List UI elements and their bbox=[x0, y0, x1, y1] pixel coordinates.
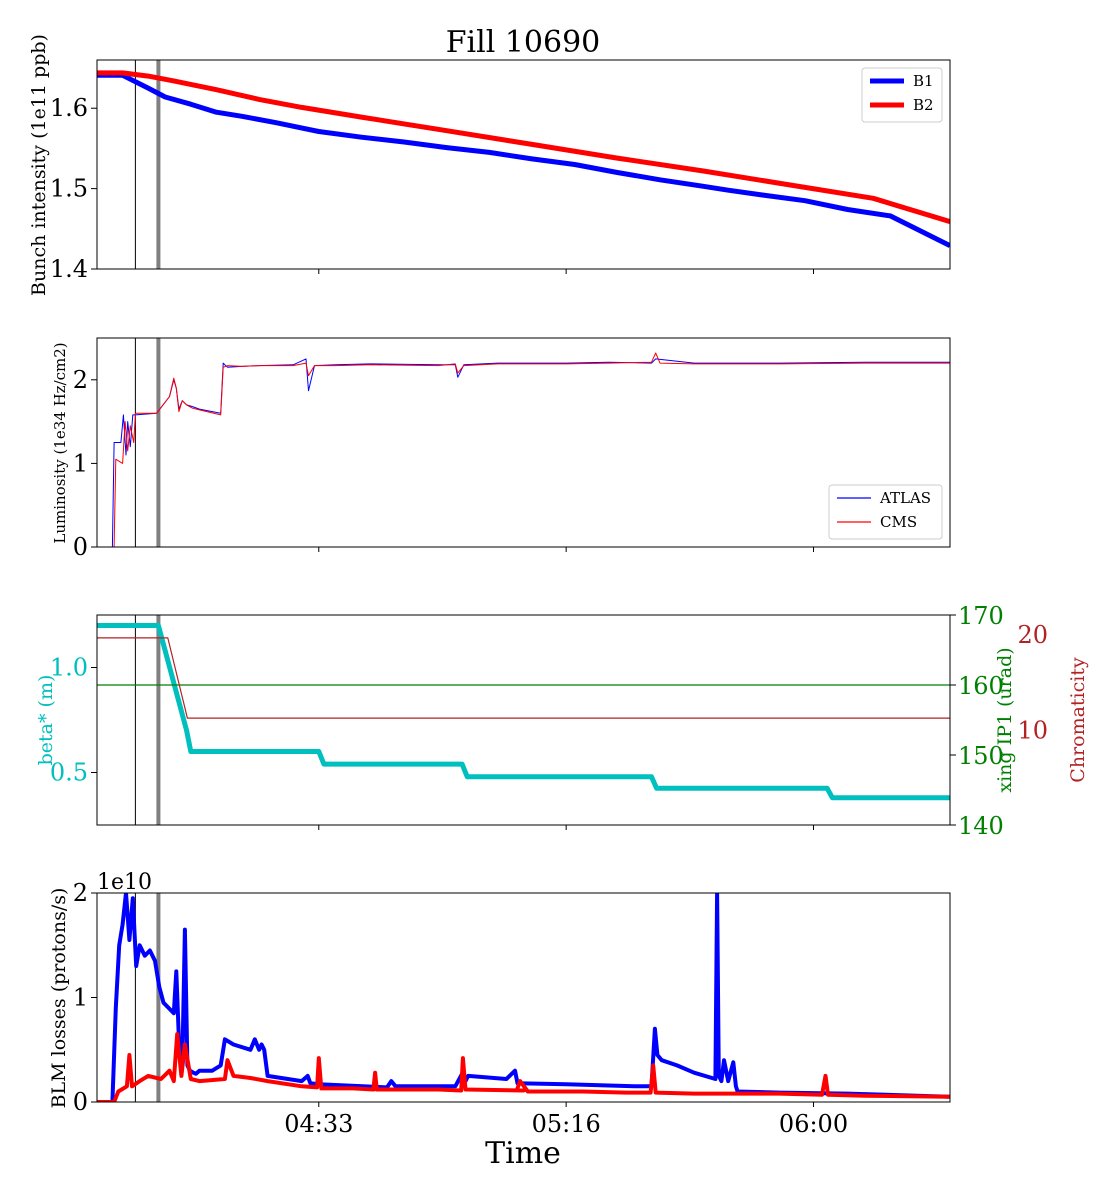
axes-frame-luminosity bbox=[96, 337, 951, 548]
ylabel-xing-ip1: xing IP1 (urad) bbox=[994, 647, 1016, 792]
y-tick-label: 1.5 bbox=[50, 175, 88, 203]
y2-tick-label: 160 bbox=[958, 672, 1004, 700]
series-b1-line bbox=[97, 72, 950, 248]
y-ticks-optics: 0.5 1.0 bbox=[50, 654, 97, 787]
legend-bunch-intensity: B1 B2 bbox=[861, 67, 943, 123]
x-ticks-optics bbox=[318, 825, 815, 830]
series-b2-line bbox=[97, 70, 950, 224]
y3-tick-label: 20 bbox=[1017, 621, 1048, 649]
series-beta--line bbox=[97, 623, 950, 801]
axes-frame-bunch-intensity bbox=[96, 59, 951, 270]
y-tick-label: 1 bbox=[73, 449, 88, 477]
ylabel-chromaticity: Chromaticity bbox=[1067, 657, 1089, 783]
series-b1-line bbox=[97, 893, 950, 1102]
y-tick-label: 1.4 bbox=[50, 255, 88, 283]
series-atlas-line bbox=[97, 358, 950, 547]
x-tick-label: 04:33 bbox=[284, 1110, 353, 1138]
legend-label-cms: CMS bbox=[880, 513, 917, 531]
ylabel-blm-losses: BLM losses (protons/s) bbox=[48, 888, 70, 1109]
y3-ticks-optics: 10 20 bbox=[1017, 621, 1048, 744]
y-tick-label: 1 bbox=[73, 984, 88, 1012]
plot-area-optics bbox=[97, 615, 950, 825]
axes-frame-optics bbox=[96, 614, 951, 826]
x-tick-label: 05:16 bbox=[532, 1110, 601, 1138]
y-ticks-bunch-intensity: 1.4 1.5 1.6 bbox=[50, 94, 97, 283]
series-cms-line bbox=[97, 352, 950, 547]
ylabel-bunch-intensity: Bunch intensity (1e11 ppb) bbox=[28, 34, 50, 296]
panel-optics: 0.5 1.0 140 150 160 170 10 20 beta* (m) xing … bbox=[35, 602, 1089, 840]
y-ticks-luminosity: 0 1 2 bbox=[73, 366, 97, 561]
ylabel-beta-star: beta* (m) bbox=[35, 675, 57, 766]
series-b2-line bbox=[97, 1032, 950, 1102]
offset-label-blm-losses: 1e10 bbox=[97, 870, 152, 895]
plot-area-bunch-intensity bbox=[97, 60, 950, 269]
y-tick-label: 0.5 bbox=[50, 759, 88, 787]
legend-label-atlas: ATLAS bbox=[879, 489, 931, 507]
y-tick-label: 0 bbox=[73, 533, 88, 561]
x-tick-label: 06:00 bbox=[779, 1110, 848, 1138]
y-tick-label: 1.0 bbox=[50, 654, 88, 682]
panel-blm-losses: 0 1 2 04:33 05:16 06:00 1e10 BLM losses (pro… bbox=[48, 870, 951, 1138]
ylabel-luminosity: Luminosity (1e34 Hz/cm2) bbox=[51, 342, 69, 543]
legend-label-b1: B1 bbox=[913, 72, 934, 90]
series-chromaticity-line bbox=[97, 637, 950, 719]
y-tick-label: 1.6 bbox=[50, 94, 88, 122]
x-ticks-bunch-intensity bbox=[318, 269, 815, 274]
plot-area-blm-losses bbox=[97, 893, 950, 1102]
y-tick-label: 2 bbox=[73, 879, 88, 907]
y2-tick-label: 150 bbox=[958, 742, 1004, 770]
y-tick-label: 2 bbox=[73, 366, 88, 394]
x-ticks-luminosity bbox=[318, 547, 815, 552]
plot-area-luminosity bbox=[97, 338, 950, 547]
x-axis-label: Time bbox=[485, 1136, 561, 1171]
figure-title: Fill 10690 bbox=[446, 25, 601, 60]
y2-tick-label: 170 bbox=[958, 602, 1004, 630]
panel-luminosity: 0 1 2 Luminosity (1e34 Hz/cm2) ATLAS CMS bbox=[51, 337, 951, 561]
x-ticks-blm-losses: 04:33 05:16 06:00 bbox=[284, 1102, 848, 1138]
legend-label-b2: B2 bbox=[913, 96, 934, 114]
y3-tick-label: 10 bbox=[1017, 717, 1048, 745]
y-ticks-blm-losses: 0 1 2 bbox=[73, 879, 97, 1116]
panel-bunch-intensity: 1.4 1.5 1.6 Bunch intensity (1e11 ppb) B1 … bbox=[28, 34, 951, 296]
y2-ticks-optics: 140 150 160 170 bbox=[950, 602, 1004, 840]
y-tick-label: 0 bbox=[73, 1088, 88, 1116]
y2-tick-label: 140 bbox=[958, 812, 1004, 840]
legend-luminosity: ATLAS CMS bbox=[828, 484, 943, 540]
